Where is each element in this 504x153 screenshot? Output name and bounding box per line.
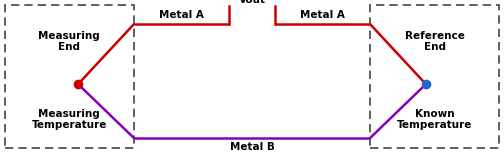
Text: Measuring
Temperature: Measuring Temperature <box>32 108 107 130</box>
Bar <box>5 5 134 148</box>
Bar <box>370 5 499 148</box>
Text: Metal B: Metal B <box>229 142 275 152</box>
Text: Vout: Vout <box>238 0 266 5</box>
Text: Metal A: Metal A <box>159 10 204 20</box>
Text: Metal A: Metal A <box>300 10 345 20</box>
Text: Measuring
End: Measuring End <box>38 30 100 52</box>
Text: Reference
End: Reference End <box>405 30 465 52</box>
Text: Known
Temperature: Known Temperature <box>397 108 472 130</box>
